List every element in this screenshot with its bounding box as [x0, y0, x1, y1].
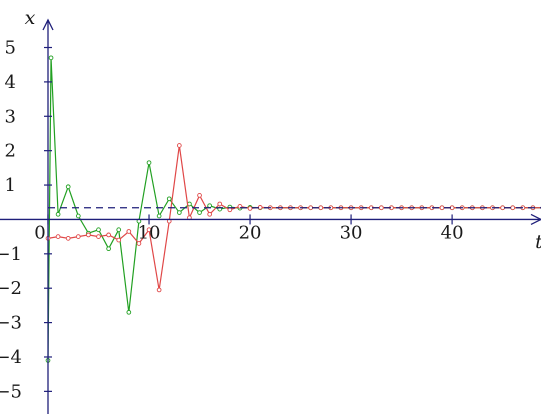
x-axis-arrow	[530, 213, 541, 226]
y-tick-label: 2	[5, 141, 16, 162]
x-tick-label: 40	[441, 222, 464, 243]
data-point	[156, 213, 162, 219]
data-point	[318, 205, 324, 211]
y-tick-label: −5	[0, 381, 22, 402]
data-point	[65, 184, 71, 190]
series-line	[47, 57, 541, 361]
data-point	[116, 237, 122, 243]
y-tick-label: −2	[0, 278, 22, 299]
data-point	[207, 203, 212, 209]
data-point	[86, 232, 91, 238]
x-tick-label: 0	[34, 222, 45, 243]
data-point	[126, 229, 132, 234]
data-point	[75, 234, 81, 239]
data-point	[379, 205, 384, 211]
data-point	[146, 160, 152, 166]
data-point	[217, 201, 223, 207]
data-point	[510, 205, 516, 211]
axes-layer	[0, 18, 541, 414]
data-point	[156, 287, 162, 293]
data-point	[55, 234, 61, 239]
data-point	[48, 55, 54, 61]
data-point	[176, 210, 182, 215]
data-point	[207, 211, 212, 217]
data-point	[55, 211, 61, 217]
data-point	[116, 227, 122, 233]
data-point	[146, 227, 152, 233]
x-tick-label: 30	[340, 222, 363, 243]
y-tick-label: 4	[5, 72, 16, 93]
y-tick-label: 1	[5, 175, 16, 196]
series-0	[45, 55, 541, 363]
data-point	[106, 246, 111, 252]
y-tick-label: −4	[0, 347, 22, 368]
data-point	[176, 143, 182, 148]
series-layer	[45, 55, 541, 363]
data-point	[96, 234, 101, 239]
data-point	[75, 213, 81, 219]
y-axis-label: x	[25, 7, 36, 29]
y-tick-label: 5	[5, 38, 16, 59]
data-point	[136, 241, 142, 246]
data-point	[197, 210, 202, 215]
data-point	[197, 193, 202, 198]
data-point	[500, 205, 505, 211]
ticks-layer: 0 10 20 30 40 −5 −4 −3 −2 −1 1 2 3 4 5	[0, 38, 464, 403]
data-point	[166, 196, 172, 202]
series-line	[47, 145, 541, 291]
data-point	[247, 206, 253, 211]
y-tick-label: −3	[0, 313, 22, 334]
x-axis-label: t	[535, 231, 541, 253]
y-tick-label: 3	[5, 106, 16, 127]
y-axis-arrow	[42, 18, 54, 31]
x-tick-label: 20	[239, 222, 262, 243]
data-point	[65, 236, 71, 241]
data-point	[126, 309, 132, 315]
data-point	[308, 205, 314, 211]
y-tick-label: −1	[0, 244, 22, 265]
data-point	[96, 227, 101, 233]
x-tick-label: 10	[138, 222, 161, 243]
data-point	[439, 205, 445, 211]
series-1	[45, 143, 541, 293]
data-point	[227, 207, 233, 213]
data-point	[106, 232, 111, 238]
